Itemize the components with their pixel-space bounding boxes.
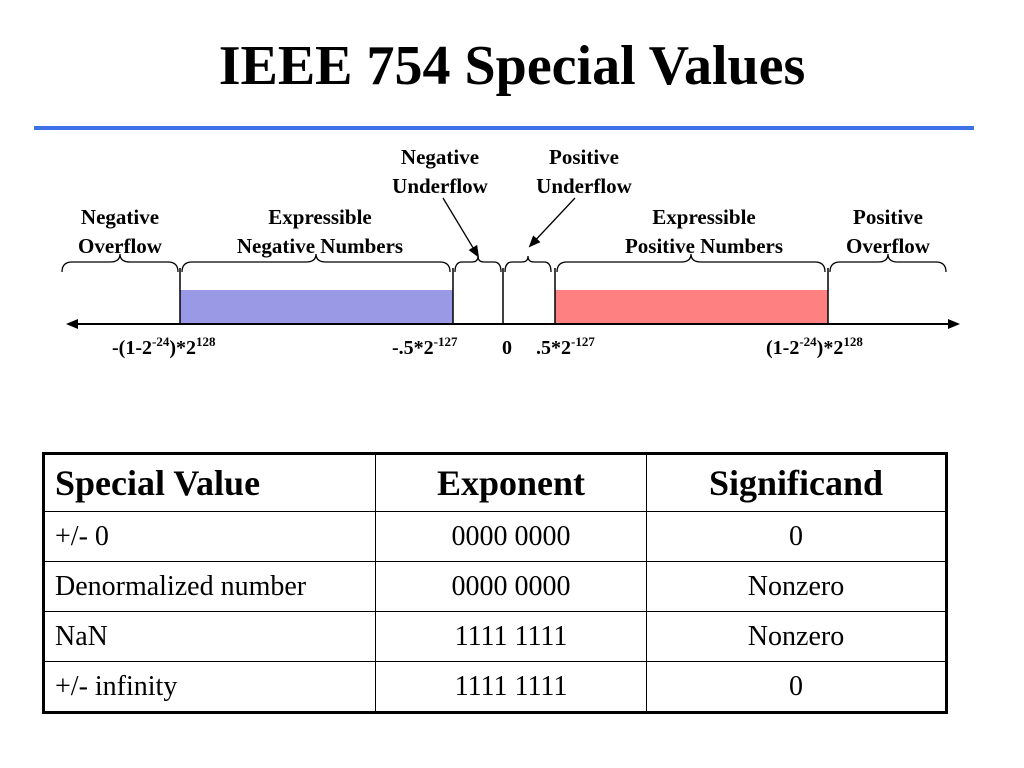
label-positive-overflow: Positive Overflow [846,205,930,258]
table-row: +/- infinity 1111 1111 0 [43,661,947,713]
cell-significand: 0 [646,661,947,713]
table-row: NaN 1111 1111 Nonzero [43,611,947,662]
brace-expressible-positive [556,253,826,273]
cell-special-value: +/- infinity [43,661,376,713]
cell-exponent: 0000 0000 [375,561,647,612]
table-row: Denormalized number 0000 0000 Nonzero [43,561,947,612]
negative-range-fill [180,290,453,324]
slide-title: IEEE 754 Special Values [218,35,806,97]
special-values-table: Special Value Exponent Significand +/- 0… [42,452,948,714]
label-positive-underflow: Positive Underflow [536,145,632,198]
cell-significand: 0 [646,511,947,562]
brace-positive-overflow [829,253,947,273]
brace-negative-underflow [454,255,502,273]
cell-exponent: 1111 1111 [375,611,647,662]
header-special-value: Special Value [43,453,376,512]
cell-significand: Nonzero [646,561,947,612]
positive-range-fill [555,290,828,324]
negative-underflow-pointer [442,197,480,258]
label-expressible-positive: Expressible Positive Numbers [624,205,784,258]
label-negative-overflow: Negative Overflow [78,205,162,258]
header-exponent: Exponent [375,453,647,512]
tick-pos-max: (1-2-24)*2128 [766,334,863,359]
brace-negative-overflow [61,253,179,273]
tick-zero: 0 [502,337,512,359]
label-expressible-negative: Expressible Negative Numbers [236,205,404,258]
cell-exponent: 0000 0000 [375,511,647,562]
brace-positive-underflow [504,255,552,273]
cell-exponent: 1111 1111 [375,661,647,713]
number-line-diagram: Negative Overflow Expressible Negative N… [61,145,960,359]
label-negative-underflow: Negative Underflow [392,145,488,198]
brace-expressible-negative [181,253,451,273]
number-line-svg [61,197,960,329]
title-divider [34,126,974,130]
header-significand: Significand [646,453,947,512]
positive-underflow-pointer [528,197,576,248]
table-row: +/- 0 0000 0000 0 [43,511,947,562]
tick-pos-min: .5*2-127 [536,334,595,359]
tick-neg-max: -(1-2-24)*2128 [112,334,216,359]
cell-special-value: NaN [43,611,376,662]
table-header-row: Special Value Exponent Significand [43,453,947,512]
cell-special-value: +/- 0 [43,511,376,562]
tick-neg-min: -.5*2-127 [392,334,458,359]
cell-special-value: Denormalized number [43,561,376,612]
cell-significand: Nonzero [646,611,947,662]
